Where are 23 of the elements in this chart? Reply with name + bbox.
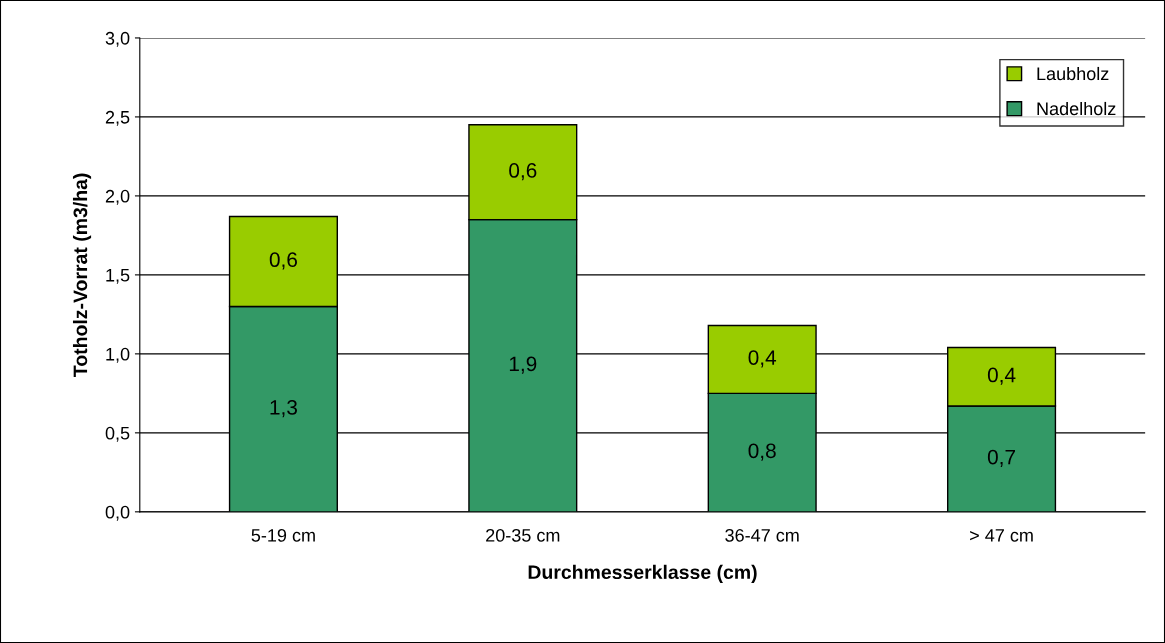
data-label: 0,4 bbox=[987, 367, 1016, 385]
data-label: 0,7 bbox=[987, 449, 1015, 467]
data-label: 0,6 bbox=[269, 252, 297, 270]
x-tick-label: 36-47 cm bbox=[725, 528, 799, 542]
y-tick-label: 1,0 bbox=[106, 347, 130, 363]
x-tick-label: > 47 cm bbox=[970, 529, 1033, 542]
y-tick-label: 2,0 bbox=[105, 189, 130, 205]
x-tick-label: 20-35 cm bbox=[486, 528, 560, 542]
y-tick-label: 1,5 bbox=[106, 269, 130, 284]
legend-label: Laubholz bbox=[1037, 66, 1109, 81]
data-label: 1,3 bbox=[270, 399, 297, 418]
y-tick-label: 0,5 bbox=[105, 426, 130, 442]
x-tick-label: 5-19 cm bbox=[251, 528, 315, 542]
data-label: 0,6 bbox=[509, 163, 537, 181]
y-tick-label: 0,0 bbox=[105, 505, 130, 521]
legend-label: Nadelholz bbox=[1037, 101, 1116, 116]
y-tick-label: 2,5 bbox=[105, 110, 130, 126]
y-axis-title: Totholz-Vorrat (m3/ha) bbox=[72, 173, 92, 377]
data-label: 0,4 bbox=[748, 350, 777, 368]
data-label: 0,8 bbox=[748, 443, 776, 461]
x-axis-title: Durchmesserklasse (cm) bbox=[528, 564, 757, 583]
y-tick-label: 3,0 bbox=[105, 31, 130, 47]
data-label: 1,9 bbox=[509, 356, 537, 374]
